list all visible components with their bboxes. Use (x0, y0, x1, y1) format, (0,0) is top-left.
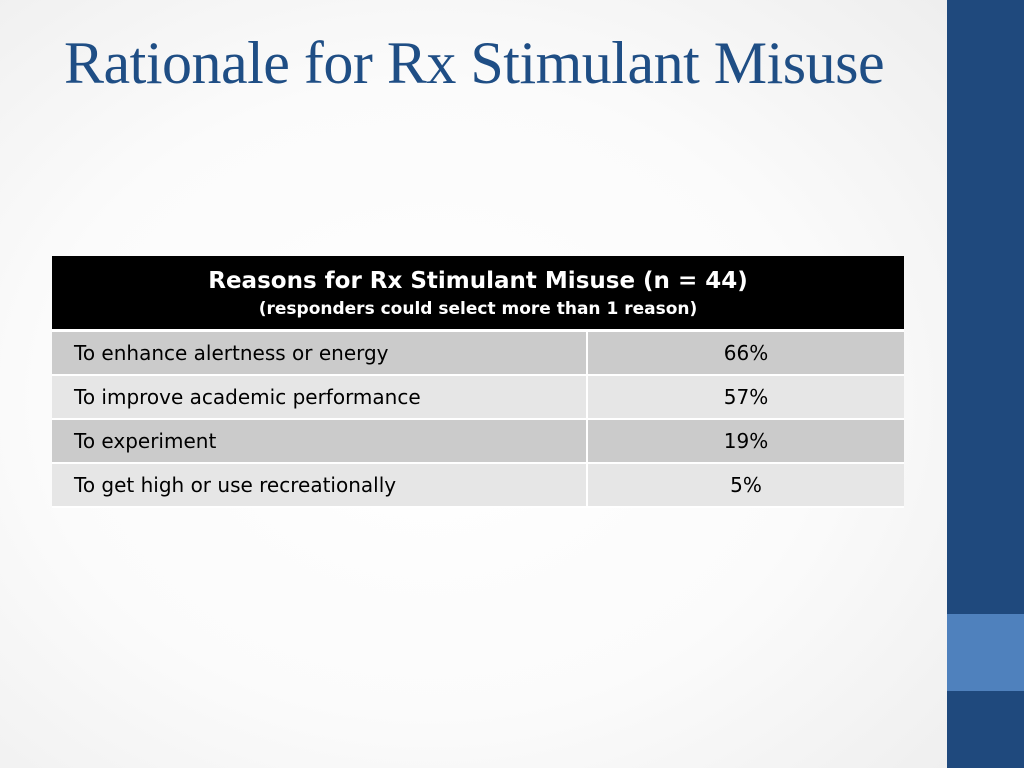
table-header: Reasons for Rx Stimulant Misuse (n = 44)… (52, 256, 904, 332)
percent-cell: 57% (587, 373, 904, 420)
percent-cell: 5% (587, 461, 904, 508)
side-bar-accent (947, 614, 1024, 691)
table-row: To get high or use recreationally 5% (52, 461, 904, 508)
reason-cell: To enhance alertness or energy (52, 329, 588, 376)
table-row: To experiment 19% (52, 417, 904, 464)
table-header-subtitle: (responders could select more than 1 rea… (258, 299, 698, 319)
slide-title: Rationale for Rx Stimulant Misuse (64, 30, 885, 96)
reason-cell: To get high or use recreationally (52, 461, 588, 508)
percent-cell: 66% (587, 329, 904, 376)
reason-cell: To improve academic performance (52, 373, 588, 420)
table-row: To improve academic performance 57% (52, 373, 904, 420)
table-header-title: Reasons for Rx Stimulant Misuse (n = 44) (208, 268, 748, 294)
percent-cell: 19% (587, 417, 904, 464)
table-header-row: Reasons for Rx Stimulant Misuse (n = 44)… (52, 256, 904, 332)
reason-cell: To experiment (52, 417, 588, 464)
reasons-table: Reasons for Rx Stimulant Misuse (n = 44)… (52, 256, 904, 508)
table-row: To enhance alertness or energy 66% (52, 329, 904, 376)
